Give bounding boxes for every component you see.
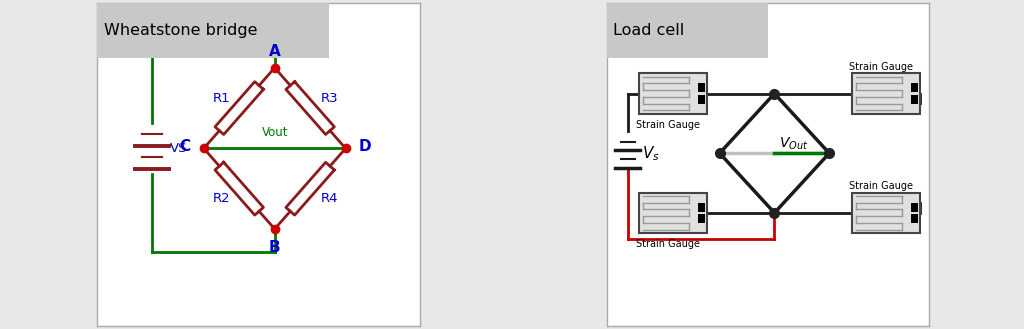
Text: Wheatstone bridge: Wheatstone bridge [103,23,257,38]
Bar [910,83,918,92]
Bar [639,73,707,114]
Text: R4: R4 [321,192,338,205]
Text: B: B [269,240,281,255]
Text: Strain Gauge: Strain Gauge [849,62,912,72]
Bar [97,3,330,58]
Text: Load cell: Load cell [613,23,684,38]
Text: Strain Gauge: Strain Gauge [636,239,700,249]
Bar [698,214,706,223]
Text: D: D [358,139,371,154]
Text: Strain Gauge: Strain Gauge [636,119,700,130]
Text: A: A [269,44,281,59]
Text: R3: R3 [321,92,338,105]
Text: R1: R1 [213,92,230,105]
Text: $V_s$: $V_s$ [642,144,660,163]
Bar [698,83,706,92]
Text: VS: VS [170,142,187,155]
Bar [910,95,918,104]
Bar [698,203,706,212]
Bar [910,203,918,212]
Text: $V_{Out}$: $V_{Out}$ [779,135,809,152]
Bar [639,193,707,233]
Text: Vout: Vout [261,126,288,139]
Bar [698,95,706,104]
Bar [852,73,920,114]
Text: Strain Gauge: Strain Gauge [849,181,912,191]
Bar [910,214,918,223]
Bar [852,193,920,233]
Bar [607,3,768,58]
Text: C: C [180,139,190,154]
Text: R2: R2 [213,192,230,205]
